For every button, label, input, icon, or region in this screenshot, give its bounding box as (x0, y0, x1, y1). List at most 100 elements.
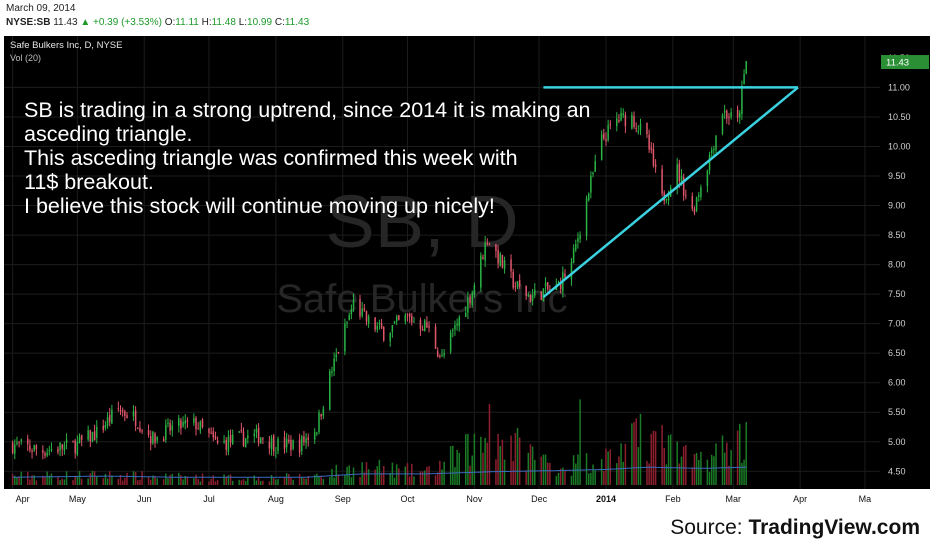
volume-bar (18, 476, 20, 485)
price-tick-label: 6.00 (888, 378, 906, 388)
candle-body (449, 332, 452, 352)
candle-body (307, 437, 309, 440)
volume-bar (486, 442, 489, 485)
candle-body (745, 61, 747, 74)
candle-body (154, 433, 156, 444)
candle-body (96, 426, 98, 438)
volume-bar (307, 475, 309, 485)
volume-bar (434, 475, 437, 485)
candle-body (208, 428, 210, 434)
candle-body (620, 112, 622, 121)
volume-bar (512, 461, 514, 485)
candle-body (78, 436, 81, 444)
candle-body (577, 238, 579, 242)
volume-bar (713, 456, 715, 485)
volume-bar (210, 478, 212, 485)
candle-body (201, 419, 204, 428)
candle-body (393, 321, 396, 323)
candle-body (646, 122, 648, 135)
candle-body (680, 176, 683, 183)
candle-body (389, 333, 391, 342)
candle-body (195, 417, 197, 430)
volume-bar (298, 473, 301, 485)
candle-body (270, 437, 273, 450)
volume-bar (318, 475, 320, 485)
volume-bar (344, 474, 346, 485)
volume-bar (603, 471, 605, 485)
volume-bar (178, 472, 180, 485)
candle-body (275, 452, 277, 454)
volume-bar (557, 472, 560, 485)
candle-body (743, 73, 745, 85)
volume-bar (260, 481, 262, 485)
candle-body (728, 117, 730, 119)
volume-bar (119, 474, 122, 485)
high-label: H: (201, 17, 212, 28)
source-brand: TradingView.com (748, 516, 920, 539)
candle-body (443, 353, 445, 356)
time-tick-label: Feb (665, 494, 681, 504)
volume-bar (665, 464, 668, 485)
volume-bar (464, 434, 467, 485)
candle-body (441, 354, 443, 356)
volume-bar (74, 475, 76, 485)
volume-bar (594, 470, 596, 485)
candle-body (80, 434, 83, 440)
volume-bar (16, 477, 18, 485)
volume-bar (469, 465, 471, 485)
grid-lines (4, 36, 880, 489)
candle-body (119, 409, 122, 412)
candle-body (156, 436, 158, 441)
candle-body (738, 112, 741, 118)
volume-bar (620, 443, 622, 485)
candle-body (268, 441, 271, 449)
volume-bar (182, 479, 184, 485)
source-prefix: Source: (670, 516, 749, 539)
candle-body (693, 208, 696, 213)
volume-bar (669, 434, 672, 485)
candle-body (741, 85, 743, 115)
volume-bar (741, 462, 743, 485)
candle-body (600, 134, 603, 160)
candle-body (277, 438, 279, 451)
volume-bar (31, 475, 33, 485)
volume-bar (80, 478, 83, 485)
candle-body (678, 163, 681, 182)
volume-bar (646, 460, 648, 485)
volume-bar (421, 471, 424, 485)
volume-bar (141, 471, 143, 485)
candle-body (238, 431, 240, 433)
volume-bar (484, 437, 486, 485)
volume-bar (471, 455, 473, 485)
time-tick-label: Dec (531, 494, 548, 504)
candle-body (413, 321, 415, 323)
candle-body (240, 429, 243, 432)
candle-body (48, 450, 51, 452)
volume-bar (184, 475, 186, 485)
volume-bar (654, 431, 657, 485)
candle-body (167, 422, 169, 424)
volume-bar (682, 446, 685, 485)
volume-bar (124, 477, 126, 485)
low-label: L: (238, 17, 248, 28)
candle-body (117, 408, 120, 410)
candle-body (350, 309, 353, 315)
candle-body (74, 440, 76, 454)
volume-bar (510, 435, 512, 485)
candle-body (592, 172, 594, 175)
volume-bar (121, 480, 124, 485)
volume-bar (44, 476, 46, 485)
volume-bar (201, 473, 204, 485)
price-tick-label: 5.00 (888, 437, 906, 447)
volume-bar (482, 452, 484, 485)
candle-body (730, 112, 732, 118)
volume-bar (531, 446, 534, 485)
candle-body (594, 161, 596, 172)
volume-bar (546, 462, 549, 485)
volume-bar (104, 473, 107, 485)
chart-area[interactable]: SB, D Safe Bulkers Inc 11.00 10.50 10.00 9.50… (0, 34, 932, 507)
candle-body (488, 244, 491, 246)
price-chart[interactable]: SB, D Safe Bulkers Inc 11.00 10.50 10.00 9.50… (0, 34, 932, 507)
candle-body (346, 322, 348, 324)
volume-bar (96, 476, 98, 485)
